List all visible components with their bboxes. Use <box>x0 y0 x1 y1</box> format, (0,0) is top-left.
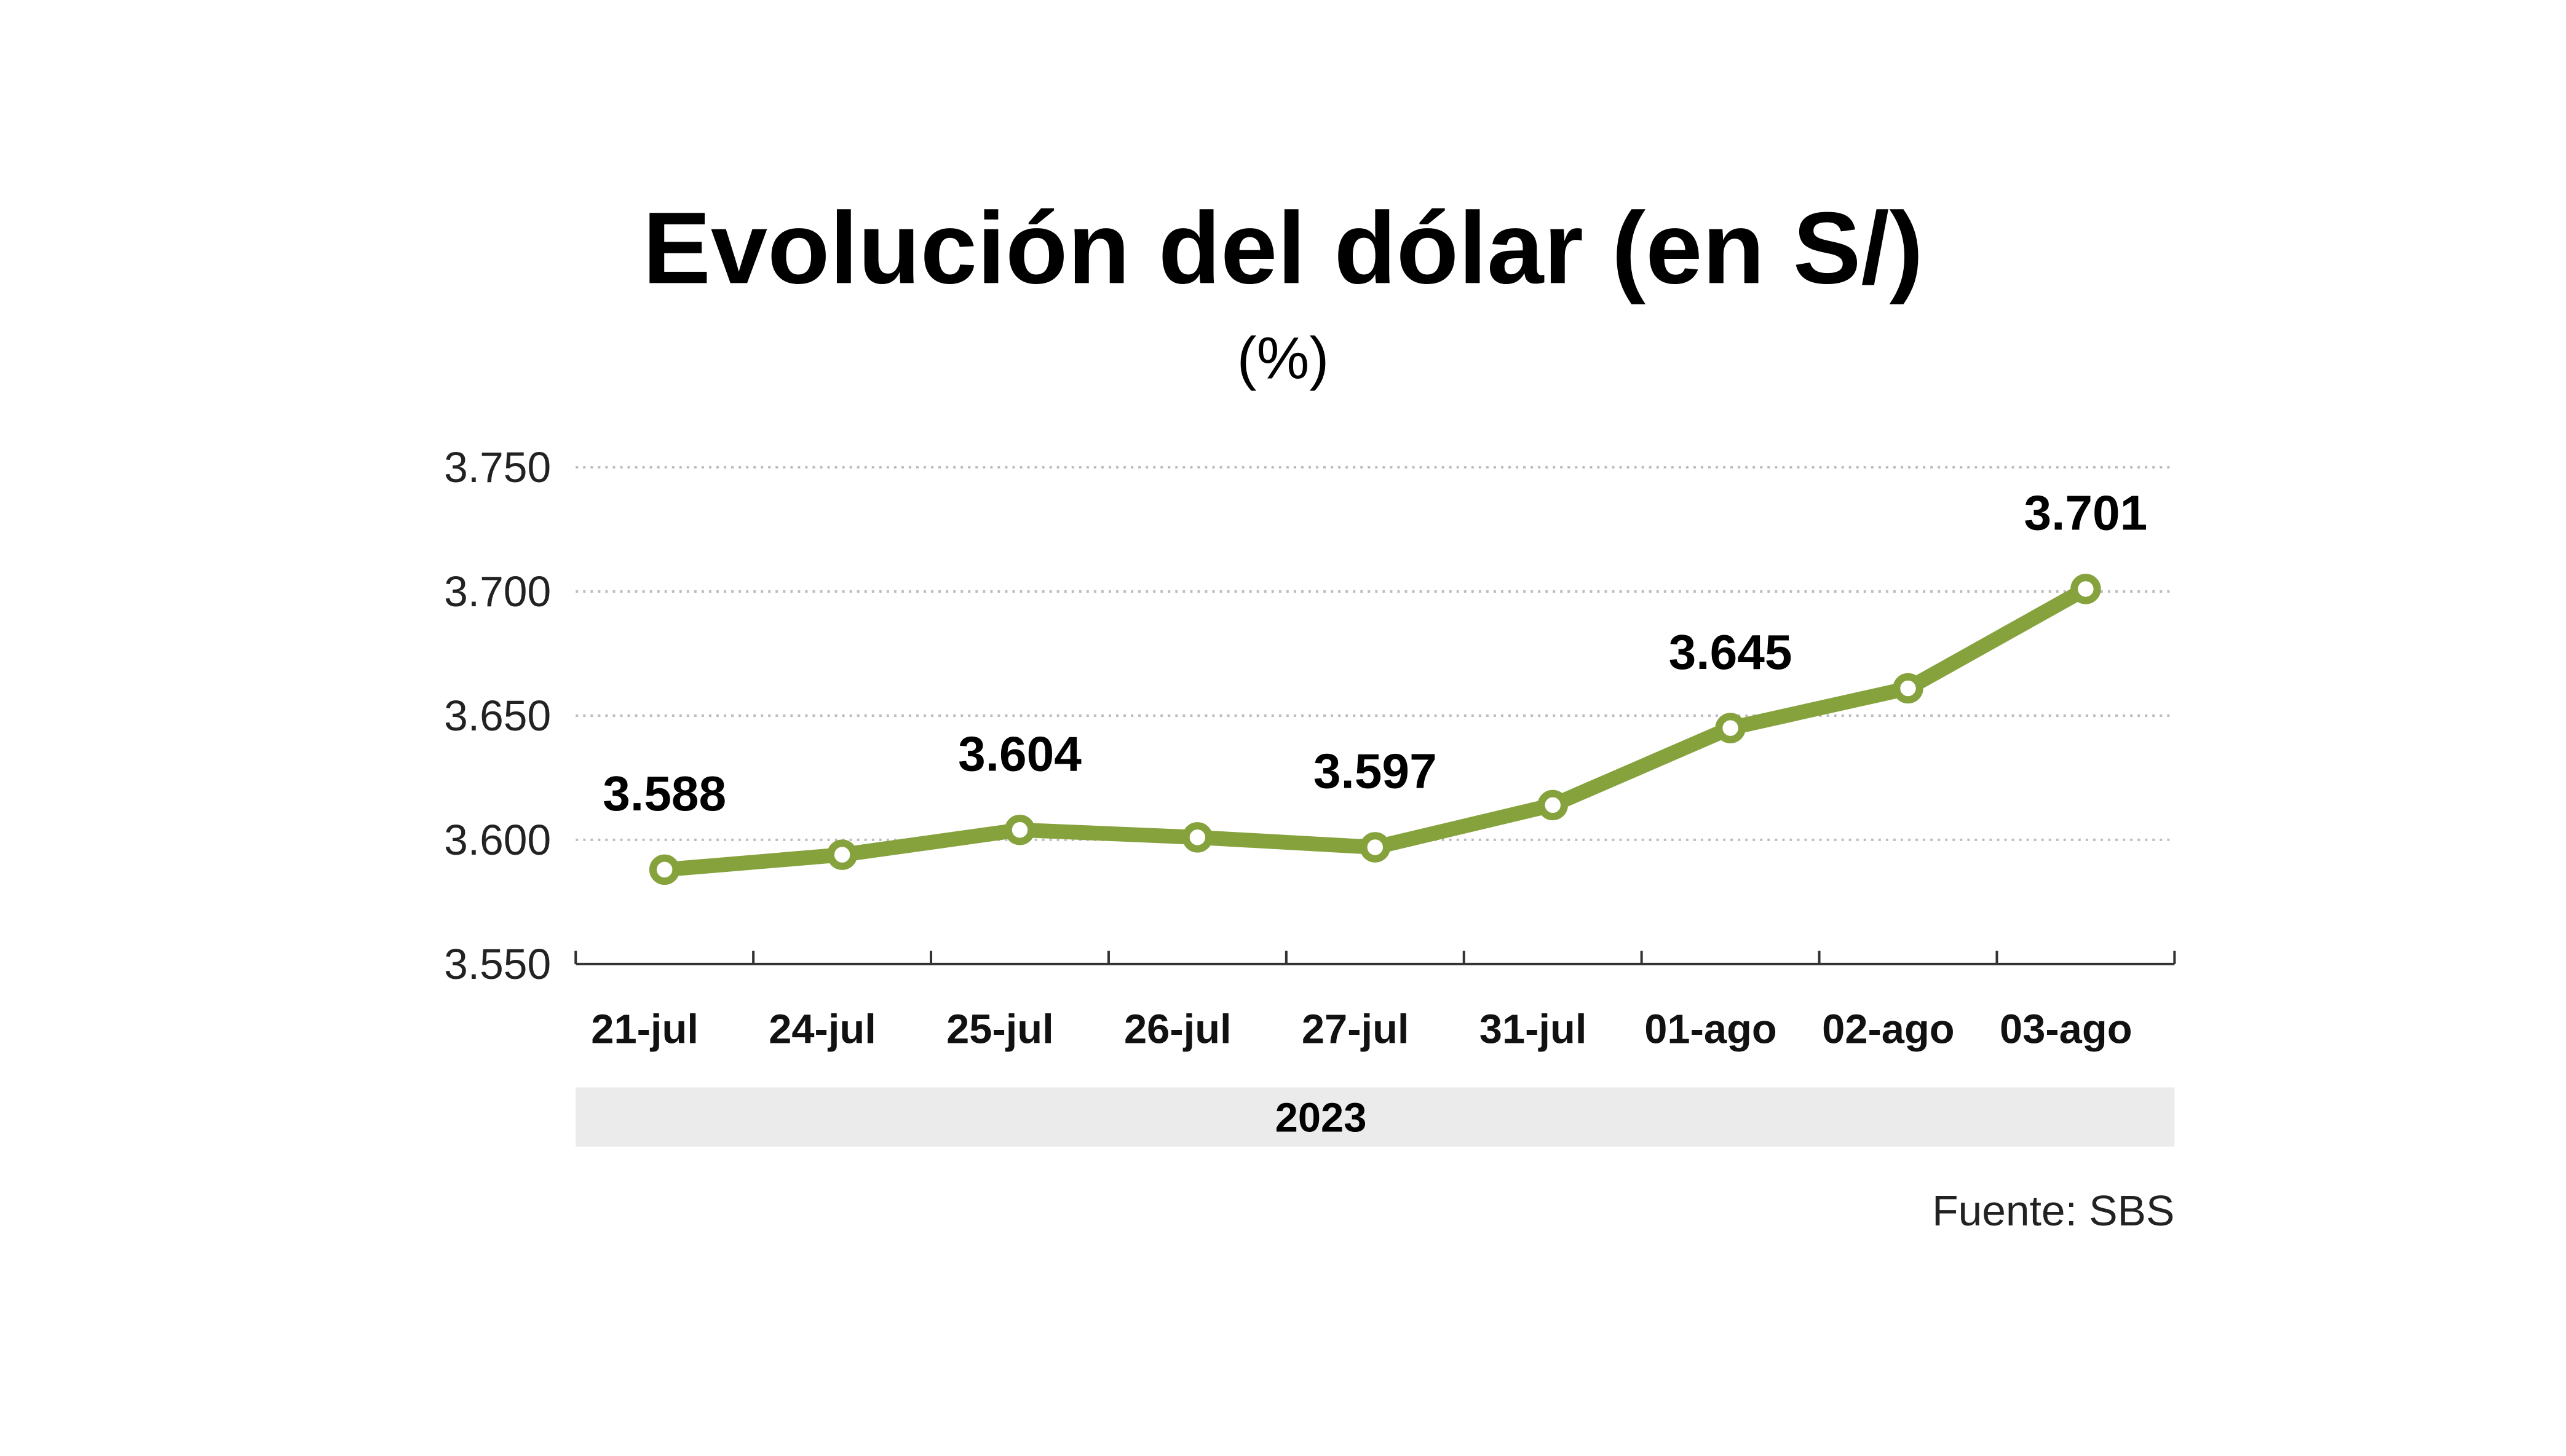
year-label: 2023 <box>1275 1095 1367 1141</box>
data-point <box>826 839 858 870</box>
data-point <box>1004 814 1036 845</box>
chart-subtitle: (%) <box>1237 326 1329 392</box>
data-point <box>1360 832 1391 863</box>
x-tick-label: 26-jul <box>1124 1006 1232 1052</box>
y-tick-label: 3.550 <box>444 940 551 988</box>
data-point <box>1182 822 1213 853</box>
x-tick-label: 27-jul <box>1302 1006 1409 1052</box>
data-point <box>1537 789 1568 821</box>
y-tick-label: 3.750 <box>444 443 551 491</box>
data-label: 3.588 <box>603 766 726 821</box>
data-point <box>2070 574 2101 604</box>
x-tick-label: 21-jul <box>591 1006 699 1052</box>
data-label: 3.604 <box>958 726 1082 781</box>
year-band <box>576 1087 2175 1147</box>
data-point <box>649 854 680 885</box>
x-tick-label: 03-ago <box>2000 1006 2132 1052</box>
series-line <box>663 582 2089 877</box>
x-tick-label: 31-jul <box>1479 1006 1587 1052</box>
data-label: 3.597 <box>1313 744 1437 799</box>
x-tick-label: 25-jul <box>946 1006 1054 1052</box>
data-label: 3.701 <box>2024 486 2147 541</box>
data-point <box>1893 673 1923 704</box>
x-tick-label: 02-ago <box>1822 1006 1955 1052</box>
y-tick-label: 3.600 <box>444 816 551 864</box>
data-label: 3.645 <box>1669 625 1792 680</box>
x-tick-label: 24-jul <box>769 1006 876 1052</box>
source-note: Fuente: SBS <box>1932 1187 2174 1235</box>
data-point <box>1715 713 1746 743</box>
y-tick-label: 3.650 <box>444 692 551 740</box>
x-tick-label: 01-ago <box>1644 1006 1777 1052</box>
chart-title: Evolución del dólar (en S/) <box>643 191 1923 305</box>
y-tick-label: 3.700 <box>444 568 551 615</box>
